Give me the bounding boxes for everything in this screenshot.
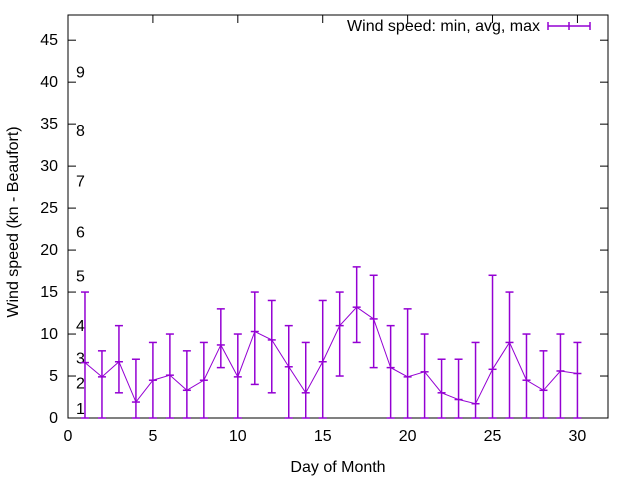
y-axis-label: Wind speed (kn - Beaufort) <box>5 126 22 317</box>
beaufort-label: 3 <box>76 351 85 368</box>
error-bar <box>403 308 412 419</box>
legend-sample-line <box>547 22 591 30</box>
error-bar <box>539 350 548 419</box>
error-bar <box>165 333 174 419</box>
y-tick-label: 15 <box>40 284 58 301</box>
beaufort-labels: 1 2 3 4 5 6 7 8 9 <box>76 64 85 418</box>
error-bar <box>454 358 463 419</box>
error-bar <box>284 324 293 419</box>
x-tick-label: 30 <box>569 428 587 445</box>
x-tick-label: 15 <box>314 428 332 445</box>
y-tick-label: 0 <box>49 410 58 427</box>
error-bar <box>471 341 480 419</box>
x-axis-label: Day of Month <box>290 459 385 476</box>
error-bar <box>352 266 361 344</box>
error-bar <box>420 333 429 419</box>
beaufort-label: 6 <box>76 225 85 242</box>
avg-line <box>84 306 578 405</box>
y-tick-label: 35 <box>40 116 58 133</box>
error-bar <box>182 350 191 419</box>
y-tick-label: 40 <box>40 74 58 91</box>
y-tick-label: 45 <box>40 32 58 49</box>
error-bar <box>97 350 106 419</box>
error-bar <box>148 341 157 419</box>
y-tick-label: 25 <box>40 200 58 217</box>
error-bar <box>199 341 208 419</box>
series-wind-speed <box>80 266 582 419</box>
error-bar <box>488 274 497 419</box>
error-bar <box>505 291 514 419</box>
x-tick-label: 25 <box>484 428 502 445</box>
y-tick-label: 30 <box>40 158 58 175</box>
y-tick-label: 20 <box>40 242 58 259</box>
x-tick-label: 20 <box>399 428 417 445</box>
legend-label: Wind speed: min, avg, max <box>347 18 540 35</box>
error-bar <box>437 358 446 419</box>
error-bar <box>80 291 89 419</box>
error-bar <box>386 324 395 419</box>
y-tick-label: 10 <box>40 326 58 343</box>
y-tick-label: 5 <box>49 368 58 385</box>
x-tick-label: 5 <box>148 428 157 445</box>
x-tick-label: 10 <box>229 428 247 445</box>
plot-border <box>67 14 609 419</box>
error-bar <box>318 299 327 419</box>
error-bar <box>573 341 582 419</box>
legend: Wind speed: min, avg, max <box>347 18 591 35</box>
error-bar <box>233 333 242 419</box>
error-bar <box>335 291 344 377</box>
error-bar <box>267 299 276 394</box>
beaufort-label: 1 <box>76 401 85 418</box>
error-bar <box>301 341 310 419</box>
error-bar <box>522 333 531 419</box>
beaufort-label: 4 <box>76 318 85 335</box>
error-bar <box>131 358 140 419</box>
error-bar <box>556 333 565 419</box>
error-bar <box>114 324 123 394</box>
error-bar <box>250 291 259 386</box>
beaufort-label: 7 <box>76 173 85 190</box>
beaufort-label: 5 <box>76 268 85 285</box>
x-tick-label: 0 <box>64 428 73 445</box>
error-bar <box>216 308 225 369</box>
beaufort-label: 8 <box>76 123 85 140</box>
error-bar <box>369 274 378 369</box>
beaufort-label: 2 <box>76 376 85 393</box>
beaufort-label: 9 <box>76 64 85 81</box>
